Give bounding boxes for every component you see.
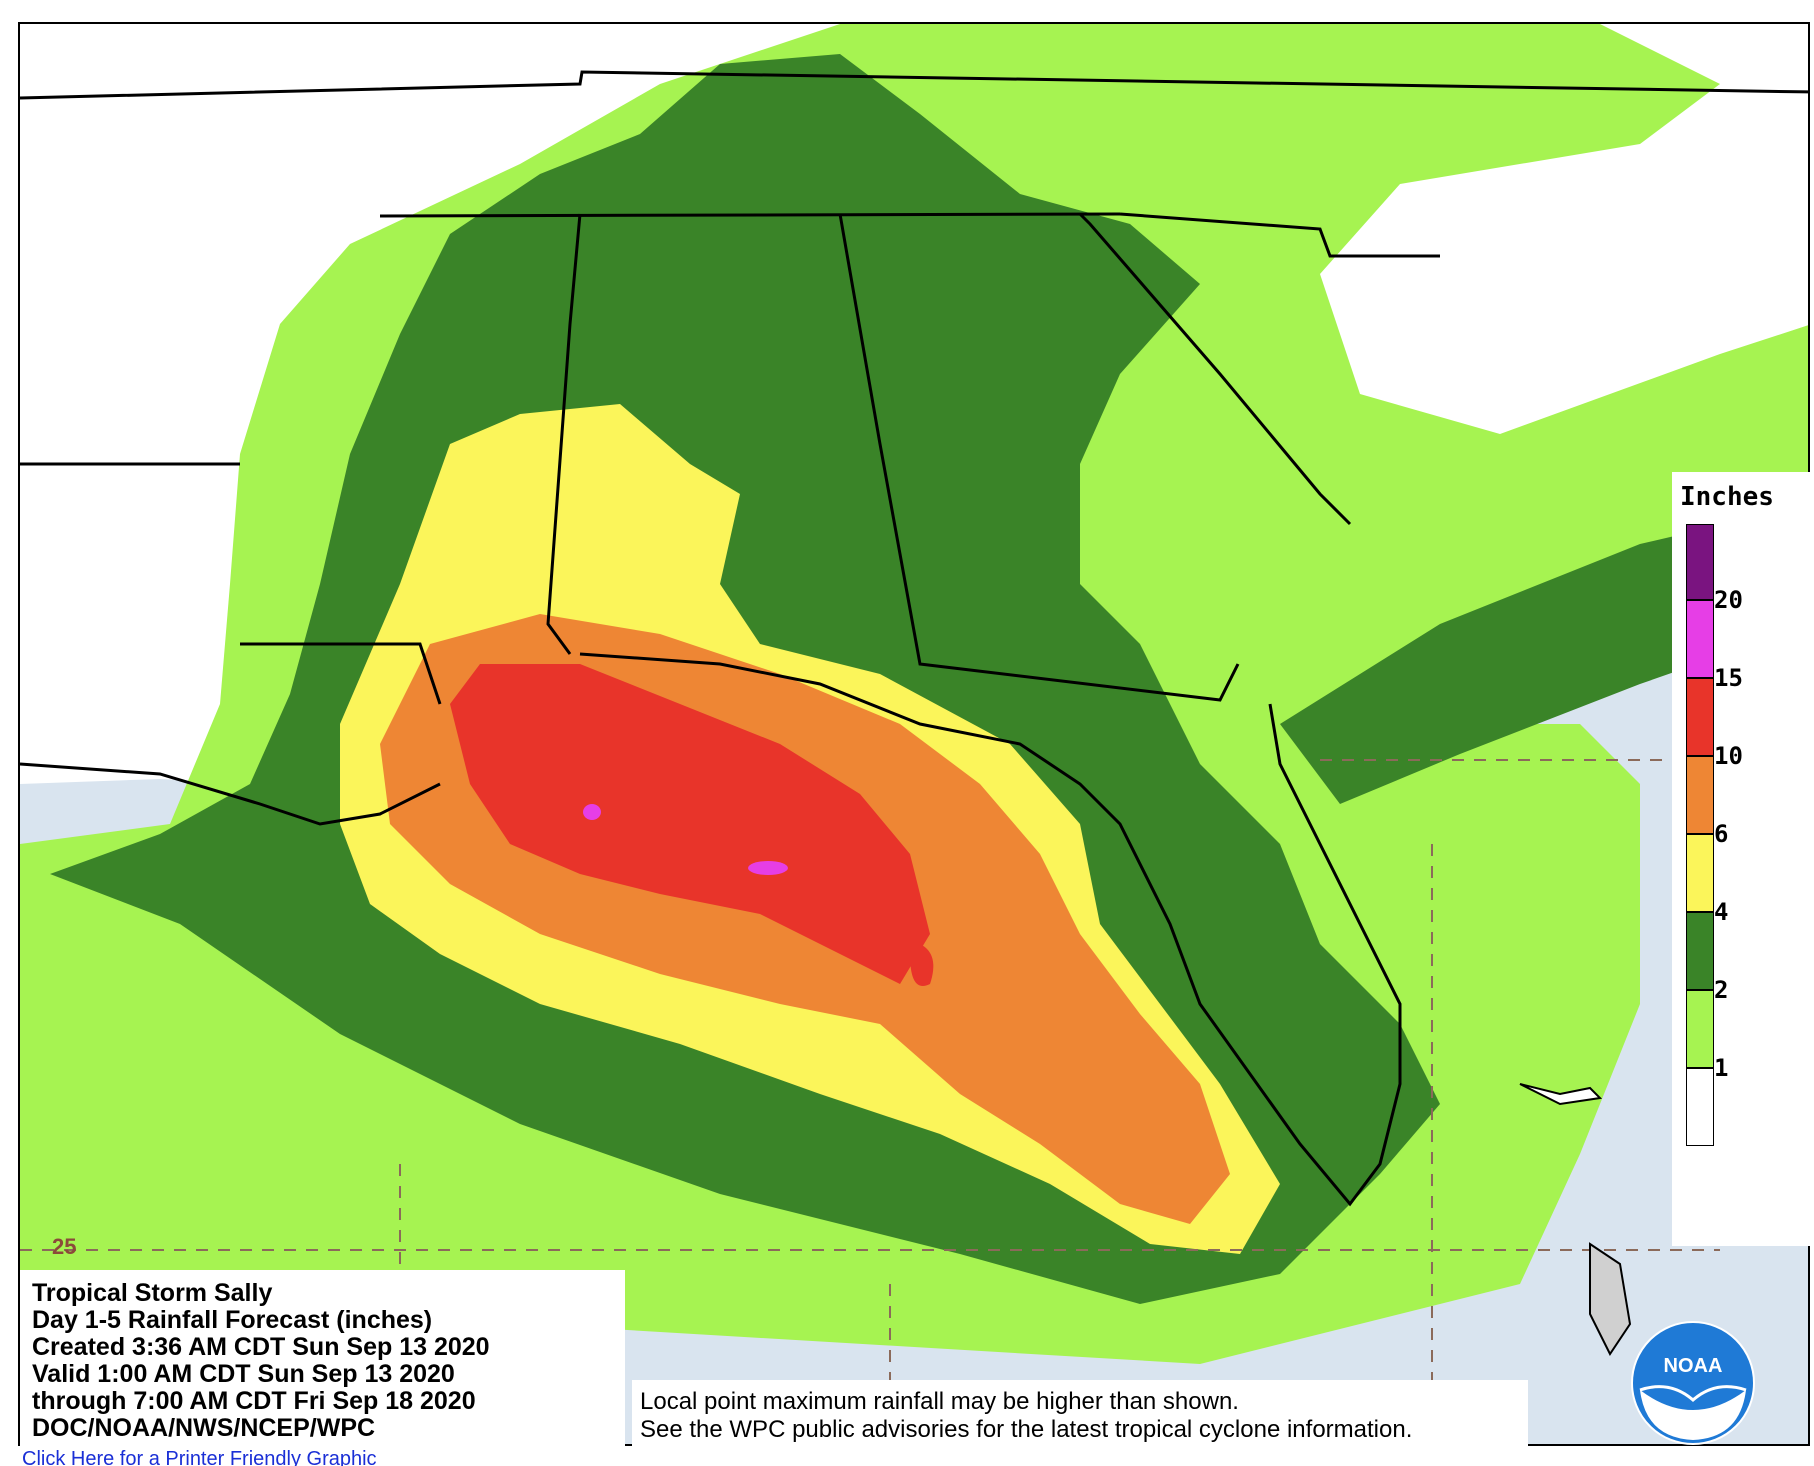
legend-tick: 20 xyxy=(1714,586,1743,614)
latitude-label: 25 xyxy=(52,1234,77,1259)
rain-10to15-spot xyxy=(910,944,934,986)
legend-swatch-1to2 xyxy=(1686,990,1714,1068)
disclaimer-line-1: Local point maximum rainfall may be high… xyxy=(640,1388,1239,1415)
rain-10to15 xyxy=(450,664,930,984)
legend-swatch-2to4 xyxy=(1686,912,1714,990)
bahamas-island xyxy=(1519,1083,1603,1106)
legend-tick: 10 xyxy=(1714,742,1743,770)
disclaimer-line-2: See the WPC public advisories for the la… xyxy=(640,1416,1413,1443)
boundaries xyxy=(20,70,1808,1207)
rain-15to20-spot-2 xyxy=(748,861,788,875)
legend-tick: 2 xyxy=(1714,976,1729,1004)
legend-tick: 15 xyxy=(1714,664,1743,692)
issuing-agency: DOC/NOAA/NWS/NCEP/WPC xyxy=(32,1414,376,1442)
disclaimer-box: Local point maximum rainfall may be high… xyxy=(632,1380,1528,1446)
rain-15to20-spot-1 xyxy=(583,804,601,820)
forecast-title: Day 1-5 Rainfall Forecast (inches) xyxy=(32,1306,433,1334)
legend-tick: 4 xyxy=(1714,898,1729,926)
rainfall-map-graphic xyxy=(20,24,1808,1444)
legend-swatch-below1 xyxy=(1686,1068,1714,1146)
created-time: Created 3:36 AM CDT Sun Sep 13 2020 xyxy=(32,1333,490,1361)
printer-friendly-link[interactable]: Click Here for a Printer Friendly Graphi… xyxy=(22,1448,377,1466)
valid-through: through 7:00 AM CDT Fri Sep 18 2020 xyxy=(32,1387,476,1415)
legend-tick: 1 xyxy=(1714,1054,1729,1082)
noaa-logo: NOAA xyxy=(1631,1321,1755,1445)
rainfall-map xyxy=(18,22,1810,1446)
legend-tick: 6 xyxy=(1714,820,1729,848)
storm-name: Tropical Storm Sally xyxy=(32,1279,273,1307)
noaa-logo-text: NOAA xyxy=(1664,1355,1723,1377)
valid-from: Valid 1:00 AM CDT Sun Sep 13 2020 xyxy=(32,1360,455,1388)
legend-swatch-6to10 xyxy=(1686,756,1714,834)
rainfall-legend: Inches 20 15 10 6 4 2 1 xyxy=(1672,472,1810,1246)
legend-swatch-4to6 xyxy=(1686,834,1714,912)
legend-swatch-10to15 xyxy=(1686,678,1714,756)
legend-swatch-15to20 xyxy=(1686,600,1714,678)
cuba-island xyxy=(1589,1242,1632,1356)
forecast-info-box: Tropical Storm Sally Day 1-5 Rainfall Fo… xyxy=(20,1270,625,1448)
legend-title: Inches xyxy=(1680,482,1774,512)
legend-swatch-above20 xyxy=(1686,524,1714,600)
